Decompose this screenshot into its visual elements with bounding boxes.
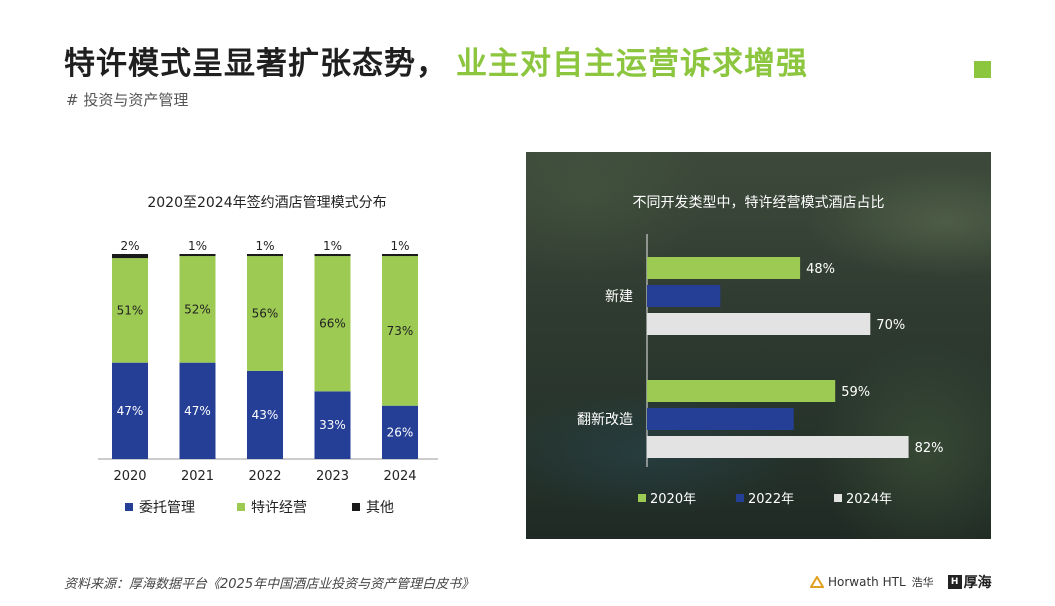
chart1-bar-2022-s0 bbox=[247, 370, 283, 459]
page-title-part2: 业主对自主运营诉求增强 bbox=[456, 46, 808, 82]
chart1-bar-2024-s2 bbox=[382, 254, 418, 257]
chart2-bar-新建-s0 bbox=[647, 257, 801, 279]
chart2-data-label: 48% bbox=[806, 262, 835, 277]
chart1-bar-2023-s2 bbox=[314, 254, 351, 257]
chart1-legend-label: 委托管理 bbox=[139, 500, 195, 516]
chart2-category-label: 新建 bbox=[605, 289, 633, 305]
horwath-logo-name: Horwath HTL bbox=[828, 575, 906, 589]
chart1-bar-2023-s0 bbox=[314, 391, 351, 459]
horwath-logo: Horwath HTL 浩华 bbox=[810, 574, 934, 590]
chart1-data-label: 43% bbox=[252, 408, 279, 422]
chart1-bar-2022-s1 bbox=[247, 256, 283, 371]
chart2-legend-label: 2024年 bbox=[846, 492, 892, 507]
photo-panel: 不同开发类型中，特许经营模式酒店占比 48% 70% 新建 59% 82% 翻新改造 202… bbox=[526, 152, 991, 539]
chart2-data-label: 70% bbox=[876, 318, 905, 333]
page-title-part1: 特许模式呈显著扩张态势， bbox=[64, 46, 448, 82]
footer-logos: Horwath HTL 浩华 H 厚海 bbox=[810, 572, 992, 592]
chart2-category-label: 翻新改造 bbox=[577, 412, 633, 428]
chart2-legend-swatch bbox=[638, 494, 646, 502]
chart1-data-label: 56% bbox=[252, 306, 279, 320]
chart1-bar-2021-s0 bbox=[179, 362, 216, 459]
chart2-bar-新建-s1 bbox=[647, 285, 721, 307]
chart2-legend-swatch bbox=[834, 494, 842, 502]
chart1-stacked-bar: 47% 51% 2% 2020 47% 52% 1% 2021 43% 56% 1% 2022 33% 6… bbox=[98, 239, 438, 516]
chart2-horizontal-bar: 48% 70% 新建 59% 82% 翻新改造 2020年 2022年 2024年 bbox=[577, 234, 944, 507]
page-title: 特许模式呈显著扩张态势， 业主对自主运营诉求增强 bbox=[64, 38, 808, 83]
chart1-bar-2023-s1 bbox=[314, 256, 351, 392]
chart2-legend-swatch bbox=[736, 494, 744, 502]
houhai-mark-icon: H bbox=[947, 575, 962, 589]
chart2-data-label: 82% bbox=[915, 441, 944, 456]
chart1-bar-2022-s2 bbox=[247, 254, 283, 257]
chart1-title: 2020至2024年签约酒店管理模式分布 bbox=[147, 195, 387, 211]
chart1-tick-label: 2023 bbox=[316, 469, 349, 484]
chart1-bar-2020-s0 bbox=[112, 362, 148, 459]
chart2-data-label: 59% bbox=[841, 385, 870, 400]
chart1-data-label: 51% bbox=[117, 303, 144, 317]
horwath-mark-icon bbox=[810, 576, 824, 588]
chart1-bar-2024-s1 bbox=[382, 256, 418, 406]
chart1-legend-swatch bbox=[125, 503, 133, 511]
chart1-bar-2024-s0 bbox=[382, 405, 418, 459]
accent-square bbox=[974, 61, 991, 78]
chart2-bar-翻新改造-s0 bbox=[647, 380, 836, 402]
chart1-data-label: 2% bbox=[120, 239, 139, 253]
chart2-title: 不同开发类型中，特许经营模式酒店占比 bbox=[632, 195, 885, 211]
chart1-data-label: 47% bbox=[184, 404, 211, 418]
chart1-data-label: 73% bbox=[387, 324, 414, 338]
chart1-tick-label: 2022 bbox=[248, 469, 281, 484]
chart2-legend-label: 2020年 bbox=[650, 492, 696, 507]
chart1-bar-2021-s2 bbox=[179, 254, 216, 257]
chart1-data-label: 52% bbox=[184, 302, 211, 316]
chart1-data-label: 26% bbox=[387, 425, 414, 439]
chart1-legend-label: 特许经营 bbox=[251, 500, 307, 516]
chart1-data-label: 33% bbox=[319, 418, 346, 432]
chart1-tick-label: 2021 bbox=[181, 469, 214, 484]
chart1-data-label: 1% bbox=[188, 239, 207, 253]
houhai-logo: H 厚海 bbox=[947, 572, 992, 592]
chart2-legend-label: 2022年 bbox=[748, 492, 794, 507]
chart1-data-label: 1% bbox=[255, 239, 274, 253]
chart2-bar-翻新改造-s1 bbox=[647, 408, 794, 430]
chart2-bar-新建-s2 bbox=[647, 313, 871, 335]
chart1-legend-label: 其他 bbox=[366, 500, 394, 516]
chart1-legend-swatch bbox=[352, 503, 360, 511]
chart1-legend-swatch bbox=[237, 503, 245, 511]
horwath-logo-cn: 浩华 bbox=[911, 576, 934, 589]
source-note: 资料来源：厚海数据平台《2025年中国酒店业投资与资产管理白皮书》 bbox=[64, 577, 475, 592]
chart1-data-label: 47% bbox=[117, 404, 144, 418]
chart1-data-label: 66% bbox=[319, 317, 346, 331]
houhai-logo-name: 厚海 bbox=[963, 575, 992, 591]
section-tag: # 投资与资产管理 bbox=[66, 91, 189, 109]
chart1-data-label: 1% bbox=[390, 239, 409, 253]
chart1-bar-2020-s2 bbox=[112, 254, 148, 259]
chart1-bar-2020-s1 bbox=[112, 258, 148, 363]
chart1-tick-label: 2024 bbox=[383, 469, 416, 484]
chart2-bar-翻新改造-s2 bbox=[647, 436, 909, 458]
chart1-data-label: 1% bbox=[323, 239, 342, 253]
chart1-tick-label: 2020 bbox=[113, 469, 146, 484]
chart1-bar-2021-s1 bbox=[179, 256, 216, 363]
